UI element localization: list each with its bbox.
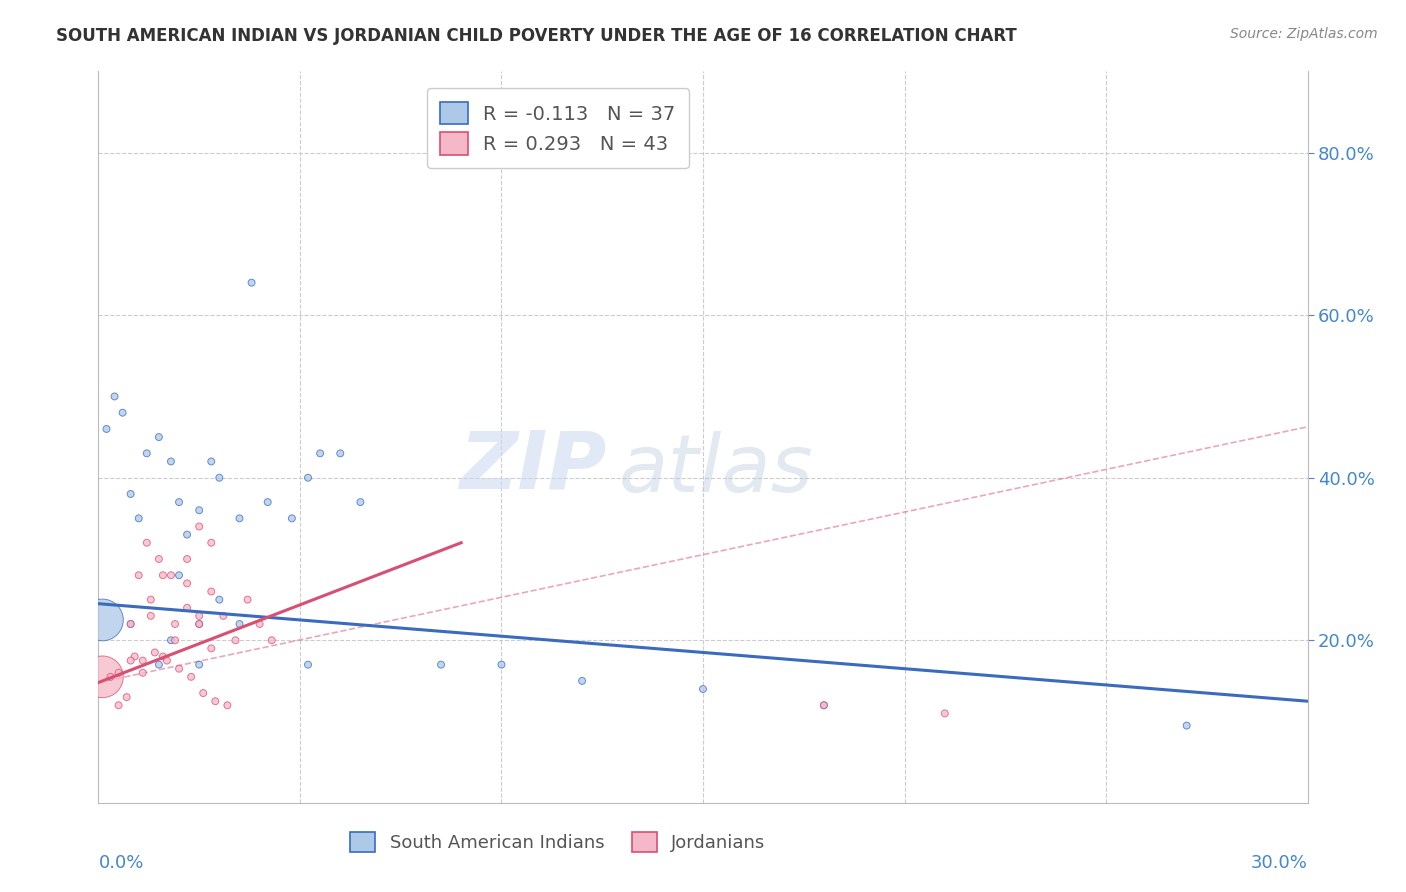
Point	[156, 654, 179, 668]
Text: atlas: atlas	[619, 431, 813, 509]
Point	[180, 670, 202, 684]
Point	[96, 422, 118, 436]
Point	[200, 641, 222, 656]
Point	[167, 662, 190, 676]
Point	[491, 657, 513, 672]
Point	[309, 446, 332, 460]
Point	[176, 527, 198, 541]
Point	[135, 446, 157, 460]
Point	[176, 552, 198, 566]
Text: SOUTH AMERICAN INDIAN VS JORDANIAN CHILD POVERTY UNDER THE AGE OF 16 CORRELATION: SOUTH AMERICAN INDIAN VS JORDANIAN CHILD…	[56, 27, 1017, 45]
Point	[188, 519, 211, 533]
Point	[692, 681, 714, 696]
Point	[1175, 718, 1198, 732]
Point	[349, 495, 371, 509]
Point	[260, 633, 283, 648]
Text: 30.0%: 30.0%	[1251, 854, 1308, 872]
Point	[193, 686, 215, 700]
Point	[176, 576, 198, 591]
Point	[107, 698, 129, 713]
Point	[204, 694, 226, 708]
Point	[228, 511, 250, 525]
Point	[167, 495, 190, 509]
Point	[115, 690, 138, 705]
Point	[103, 389, 125, 403]
Point	[120, 617, 142, 632]
Point	[297, 657, 319, 672]
Point	[120, 487, 142, 501]
Point	[188, 657, 211, 672]
Point	[228, 617, 250, 632]
Point	[148, 430, 170, 444]
Point	[934, 706, 956, 721]
Point	[163, 617, 186, 632]
Point	[297, 471, 319, 485]
Point	[148, 552, 170, 566]
Point	[139, 608, 162, 623]
Point	[139, 592, 162, 607]
Point	[135, 535, 157, 549]
Point	[208, 592, 231, 607]
Point	[111, 406, 134, 420]
Text: 0.0%: 0.0%	[98, 854, 143, 872]
Text: Source: ZipAtlas.com: Source: ZipAtlas.com	[1230, 27, 1378, 41]
Text: ZIP: ZIP	[458, 427, 606, 506]
Point	[160, 568, 183, 582]
Point	[281, 511, 304, 525]
Point	[132, 665, 155, 680]
Point	[148, 657, 170, 672]
Point	[152, 649, 174, 664]
Point	[160, 454, 183, 468]
Point	[120, 654, 142, 668]
Point	[176, 600, 198, 615]
Point	[188, 617, 211, 632]
Point	[217, 698, 239, 713]
Point	[813, 698, 835, 713]
Point	[240, 276, 263, 290]
Point	[200, 535, 222, 549]
Point	[163, 633, 186, 648]
Point	[132, 654, 155, 668]
Point	[188, 608, 211, 623]
Legend: South American Indians, Jordanians: South American Indians, Jordanians	[343, 824, 773, 860]
Point	[152, 568, 174, 582]
Point	[200, 454, 222, 468]
Point	[120, 617, 142, 632]
Point	[160, 633, 183, 648]
Point	[124, 649, 146, 664]
Point	[224, 633, 246, 648]
Point	[329, 446, 352, 460]
Point	[430, 657, 453, 672]
Point	[91, 670, 114, 684]
Point	[107, 665, 129, 680]
Point	[143, 645, 166, 659]
Point	[571, 673, 593, 688]
Point	[249, 617, 271, 632]
Point	[91, 613, 114, 627]
Point	[167, 568, 190, 582]
Point	[188, 617, 211, 632]
Point	[200, 584, 222, 599]
Point	[212, 608, 235, 623]
Point	[208, 471, 231, 485]
Point	[188, 503, 211, 517]
Point	[813, 698, 835, 713]
Point	[100, 670, 122, 684]
Point	[128, 511, 150, 525]
Point	[128, 568, 150, 582]
Point	[256, 495, 278, 509]
Point	[236, 592, 259, 607]
